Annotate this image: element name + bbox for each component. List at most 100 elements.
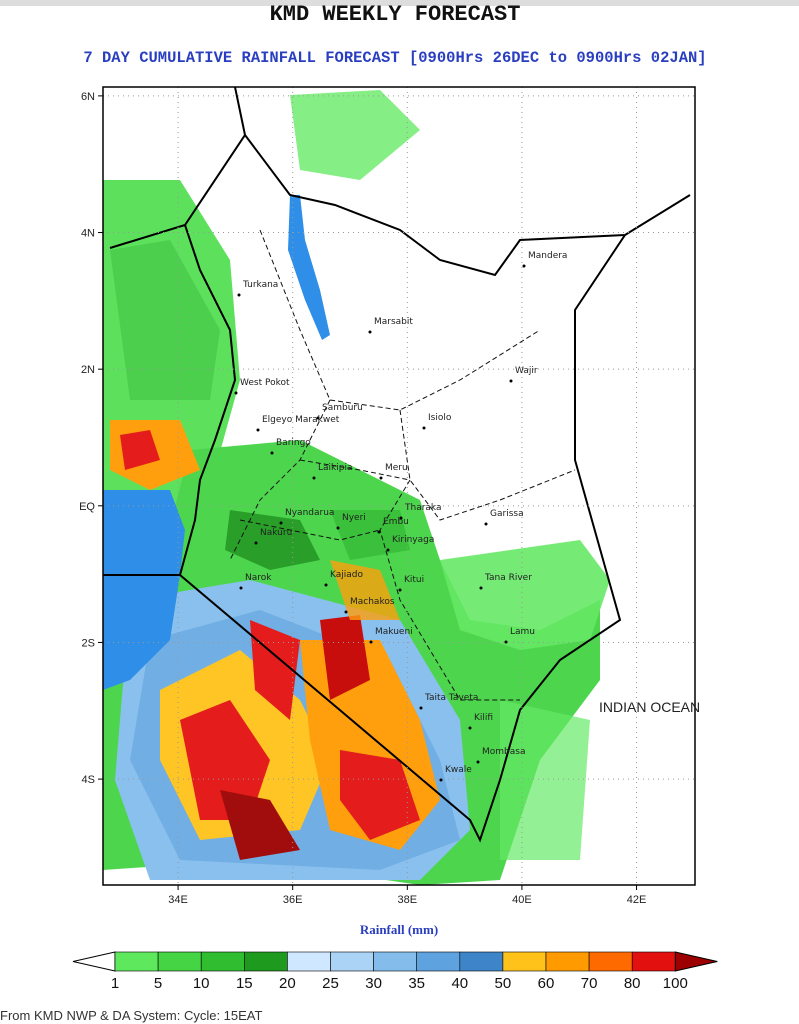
place-dot <box>369 640 373 644</box>
place-dot <box>234 391 238 395</box>
colorbar-label: 100 <box>663 975 688 992</box>
place-label: Embu <box>383 517 409 527</box>
place-label: West Pokot <box>240 378 290 388</box>
place-labels: Mandera Turkana Marsabit Wajir West Pokot Sam… <box>234 251 567 782</box>
colorbar-segment <box>114 951 159 972</box>
colorbar-label: 20 <box>279 975 296 992</box>
title: KMD WEEKLY FORECAST <box>270 2 521 27</box>
place-label: Lamu <box>510 627 535 637</box>
colorbar-label: 60 <box>538 975 555 992</box>
place-dot <box>368 330 372 334</box>
place-label: Machakos <box>350 597 395 607</box>
map-frame <box>102 86 696 886</box>
footer: From KMD NWP & DA System: Cycle: 15EAT <box>0 1008 263 1023</box>
subtitle: 7 DAY CUMULATIVE RAINFALL FORECAST [0900… <box>83 49 706 67</box>
place-dot <box>504 640 508 644</box>
place-label: Kajiado <box>330 570 363 580</box>
place-label: Marsabit <box>374 317 413 327</box>
lat-tick-label: 2N <box>81 364 95 376</box>
place-label: Nyandarua <box>285 508 334 518</box>
place-label: Nyeri <box>342 513 366 523</box>
colorbar: 1 5 10 15 20 25 30 35 40 50 60 70 80 100 <box>72 951 718 992</box>
place-dot <box>399 516 403 520</box>
lon-tick-label: 38E <box>398 894 418 906</box>
lake-victoria <box>103 490 185 690</box>
place-dot <box>379 476 383 480</box>
place-label: Tana River <box>484 573 532 583</box>
place-dot <box>484 522 488 526</box>
colorbar-label: 70 <box>581 975 598 992</box>
place-label: Nakuru <box>260 528 292 538</box>
colorbar-segment <box>373 951 418 972</box>
place-dot <box>468 726 472 730</box>
colorbar-segment <box>157 951 202 972</box>
place-label: Kitui <box>404 575 424 585</box>
colorbar-label: 30 <box>365 975 382 992</box>
place-label: Isiolo <box>428 413 452 423</box>
colorbar-segment <box>200 951 245 972</box>
place-dot <box>312 476 316 480</box>
lat-tick-label: 4S <box>82 774 95 786</box>
colorbar-segment <box>459 951 504 972</box>
top-bar <box>0 0 799 6</box>
place-dot <box>239 586 243 590</box>
place-label: Elgeyo Marakwet <box>262 415 340 425</box>
lat-tick-label: EQ <box>79 501 95 513</box>
lon-tick-label: 42E <box>627 894 647 906</box>
colorbar-segment <box>72 951 116 972</box>
colorbar-segment <box>244 951 288 972</box>
colorbar-label: 80 <box>624 975 641 992</box>
colorbar-label: 1 <box>111 975 119 992</box>
place-dot <box>279 521 283 525</box>
place-dot <box>237 293 241 297</box>
colorbar-label: 5 <box>154 975 162 992</box>
place-dot <box>344 610 348 614</box>
colorbar-segment <box>674 951 718 972</box>
place-label: Mandera <box>528 251 567 261</box>
place-label: Tharaka <box>404 503 442 513</box>
place-label: Baringo <box>276 438 311 448</box>
colorbar-label: 40 <box>451 975 468 992</box>
place-dot <box>398 588 402 592</box>
place-label: Narok <box>245 573 272 583</box>
place-dot <box>522 264 526 268</box>
place-label: Garissa <box>490 509 524 519</box>
place-dot <box>439 778 443 782</box>
colorbar-label: 10 <box>193 975 210 992</box>
place-dot <box>419 706 423 710</box>
county-boundaries <box>229 229 576 701</box>
place-dot <box>422 426 426 430</box>
place-label: Taita Taveta <box>424 693 478 703</box>
place-dot <box>254 541 258 545</box>
place-label: Kwale <box>445 765 472 775</box>
borders <box>103 87 691 843</box>
place-dot <box>386 548 390 552</box>
place-dot <box>377 530 381 534</box>
place-dot <box>476 760 480 764</box>
place-label: Laikipia <box>318 463 352 473</box>
place-label: Meru <box>385 463 408 473</box>
place-dot <box>256 428 260 432</box>
colorbar-segment <box>287 951 331 972</box>
place-label: Turkana <box>242 280 278 290</box>
place-label: Makueni <box>375 627 413 637</box>
lat-tick-label: 6N <box>81 91 95 103</box>
place-dot <box>336 526 340 530</box>
place-dot <box>479 586 483 590</box>
colorbar-segment <box>502 951 547 972</box>
place-label: Mombasa <box>482 747 525 757</box>
lon-tick-label: 34E <box>168 894 188 906</box>
colorbar-segment <box>416 951 461 972</box>
place-label: Samburu <box>322 403 363 413</box>
place-label: Kirinyaga <box>392 535 434 545</box>
legend-title: Rainfall (mm) <box>360 922 438 937</box>
place-label: Kilifi <box>474 713 493 723</box>
lat-tick-label: 4N <box>81 228 95 240</box>
lake-turkana <box>288 195 330 340</box>
colorbar-segment <box>631 951 676 972</box>
rainfall-field <box>103 90 610 885</box>
colorbar-label: 25 <box>322 975 339 992</box>
colorbar-label: 50 <box>495 975 512 992</box>
place-dot <box>270 451 274 455</box>
